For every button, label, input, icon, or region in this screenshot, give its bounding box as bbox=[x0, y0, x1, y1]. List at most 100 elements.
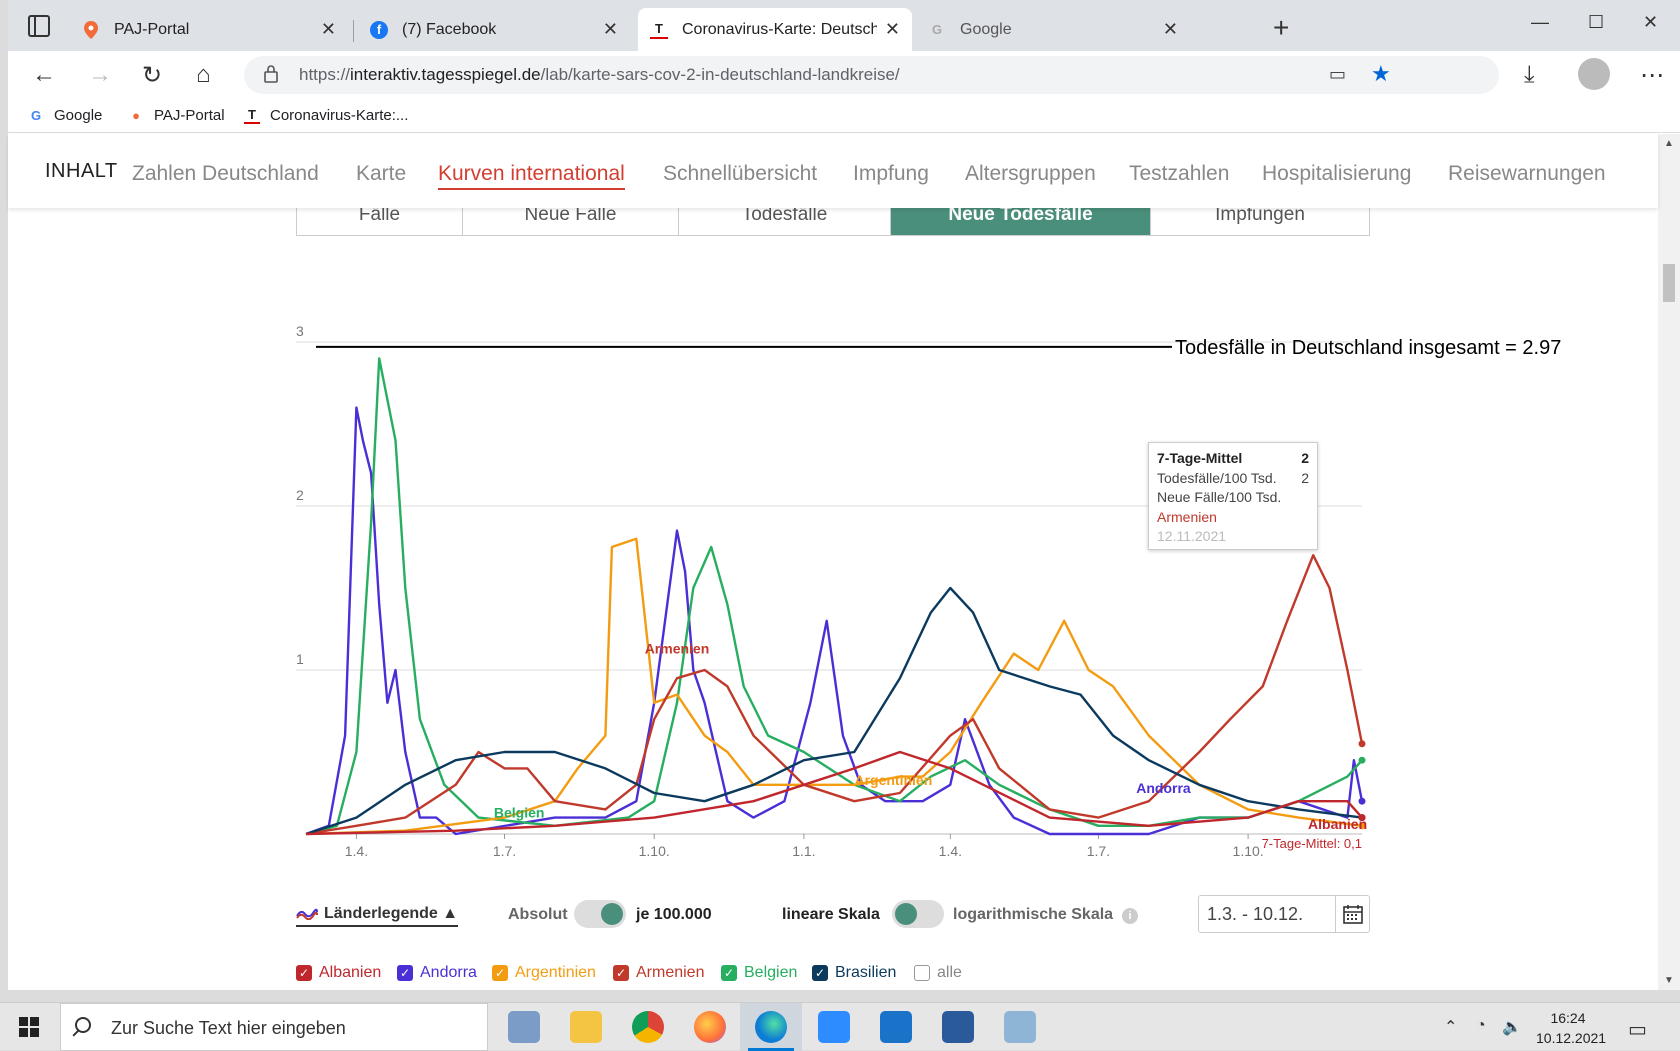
tab-paj-portal[interactable]: PAJ-Portal ✕ bbox=[70, 8, 348, 51]
tooltip-row1-value: 2 bbox=[1301, 469, 1309, 486]
firefox-icon[interactable] bbox=[694, 1011, 726, 1043]
close-icon[interactable]: ✕ bbox=[884, 19, 900, 39]
reload-icon[interactable]: ↻ bbox=[142, 62, 163, 89]
tagesspiegel-icon: T bbox=[650, 21, 668, 39]
tooltip-head-value: 2 bbox=[1301, 450, 1309, 466]
nav-testzahlen[interactable]: Testzahlen bbox=[1129, 162, 1230, 185]
per-capita-toggle[interactable] bbox=[574, 900, 626, 928]
scroll-down-icon[interactable]: ▼ bbox=[1664, 975, 1674, 986]
close-icon[interactable]: ✕ bbox=[320, 19, 336, 39]
bookmark-google[interactable]: G Google bbox=[28, 107, 102, 124]
tab-coronavirus-karte[interactable]: T Coronavirus-Karte: Deutschland ✕ bbox=[638, 8, 912, 51]
search-placeholder: Zur Suche Text hier eingeben bbox=[111, 1018, 346, 1038]
photos-icon[interactable] bbox=[942, 1011, 974, 1043]
google-icon: G bbox=[931, 22, 943, 37]
file-explorer-icon[interactable] bbox=[570, 1011, 602, 1043]
checkbox-label: Argentinien bbox=[515, 964, 596, 981]
absolute-label: Absolut bbox=[508, 906, 568, 923]
notifications-icon[interactable]: ▭ bbox=[1628, 1019, 1647, 1041]
nav-zahlen-deutschland[interactable]: Zahlen Deutschland bbox=[132, 162, 319, 185]
minimize-icon[interactable]: — bbox=[1531, 12, 1549, 32]
url-host: interaktiv.tagesspiegel.de bbox=[350, 65, 541, 84]
bookmark-coronavirus-karte[interactable]: T Coronavirus-Karte:... bbox=[244, 107, 408, 124]
checkbox-andorra[interactable]: ✓ Andorra bbox=[397, 964, 477, 982]
checkbox-check-icon: ✓ bbox=[721, 965, 737, 981]
volume-icon[interactable]: 🔈 bbox=[1502, 1019, 1522, 1036]
taskbar-search-input[interactable]: Zur Suche Text hier eingeben bbox=[60, 1003, 488, 1051]
back-icon[interactable]: ← bbox=[32, 61, 56, 88]
tab-google[interactable]: G Google ✕ bbox=[916, 8, 1190, 51]
checkbox-alle[interactable]: alle bbox=[914, 964, 962, 982]
close-icon[interactable]: ✕ bbox=[1162, 19, 1178, 39]
new-tab-icon[interactable]: + bbox=[1273, 12, 1290, 43]
checkbox-argentinien[interactable]: ✓ Argentinien bbox=[492, 964, 596, 982]
tab-strip: PAJ-Portal ✕ f (7) Facebook ✕ T Coronavi… bbox=[8, 0, 1680, 51]
nav-kurven-international[interactable]: Kurven international bbox=[438, 162, 625, 190]
maximize-icon[interactable]: ☐ bbox=[1588, 12, 1605, 32]
address-bar-row: ← → ↻ ⌂ https://interaktiv.tagesspiegel.… bbox=[8, 51, 1680, 99]
country-legend-toggle[interactable]: Länderlegende ▲ bbox=[296, 905, 459, 927]
chrome-icon[interactable] bbox=[632, 1011, 664, 1043]
scroll-thumb[interactable] bbox=[1663, 264, 1675, 302]
tooltip-country: Armenien bbox=[1157, 508, 1217, 525]
tab-title: PAJ-Portal bbox=[114, 20, 190, 38]
address-input[interactable]: https://interaktiv.tagesspiegel.de/lab/k… bbox=[244, 56, 1499, 94]
tagesspiegel-icon: T bbox=[244, 107, 260, 124]
tray-chevron-icon[interactable]: ⌃ bbox=[1444, 1019, 1458, 1036]
date-range-picker[interactable]: 1.3. - 10.12. bbox=[1198, 895, 1370, 933]
checkbox-brasilien[interactable]: ✓ Brasilien bbox=[812, 964, 896, 982]
nav-reisewarnungen[interactable]: Reisewarnungen bbox=[1448, 162, 1606, 185]
tab-facebook[interactable]: f (7) Facebook ✕ bbox=[358, 8, 630, 51]
nav-impfung[interactable]: Impfung bbox=[853, 162, 929, 185]
tooltip-row-cases: Neue Fälle/100 Tsd. bbox=[1157, 488, 1309, 508]
close-icon[interactable]: ✕ bbox=[602, 19, 618, 39]
favorite-star-icon[interactable]: ★ bbox=[1371, 61, 1391, 86]
bookmark-paj-portal[interactable]: ● PAJ-Portal bbox=[128, 107, 225, 124]
forward-icon[interactable]: → bbox=[88, 61, 112, 88]
info-icon[interactable]: i bbox=[1122, 908, 1138, 924]
tab-title: (7) Facebook bbox=[402, 20, 497, 38]
reader-view-icon[interactable]: ▭ bbox=[1329, 64, 1347, 84]
scale-toggle[interactable] bbox=[892, 900, 944, 928]
download-icon[interactable]: ⤓ bbox=[1524, 61, 1535, 88]
profile-avatar[interactable] bbox=[1578, 58, 1610, 90]
legend-toggle-label: Länderlegende ▲ bbox=[324, 905, 459, 922]
checkbox-check-icon: ✓ bbox=[296, 965, 312, 981]
windows-taskbar: Zur Suche Text hier eingeben ⌃ ◔ 🔈 16:24… bbox=[0, 1002, 1680, 1051]
calendar-icon[interactable] bbox=[1335, 896, 1369, 932]
subtab-todesfaelle[interactable]: Todesfälle bbox=[679, 194, 891, 235]
map-pin-icon: ● bbox=[132, 108, 140, 123]
mail-icon[interactable] bbox=[880, 1011, 912, 1043]
page-scrollbar[interactable]: ▲ ▼ bbox=[1658, 134, 1680, 990]
page-content: Fälle Neue Fälle Todesfälle Neue Todesfä… bbox=[8, 134, 1658, 990]
scroll-up-icon[interactable]: ▲ bbox=[1664, 138, 1674, 149]
nav-altersgruppen[interactable]: Altersgruppen bbox=[965, 162, 1096, 185]
tooltip-header: 7-Tage-Mittel 2 bbox=[1157, 449, 1309, 469]
taskbar-clock[interactable]: 16:24 10.12.2021 bbox=[1536, 1008, 1606, 1048]
nav-hospitalisierung[interactable]: Hospitalisierung bbox=[1262, 162, 1412, 185]
facebook-icon: f bbox=[370, 20, 388, 39]
zoom-icon[interactable] bbox=[818, 1011, 850, 1043]
subtab-impfungen[interactable]: Impfungen bbox=[1215, 203, 1305, 225]
tooltip-row1-label: Todesfälle/100 Tsd. bbox=[1157, 469, 1277, 486]
home-icon[interactable]: ⌂ bbox=[196, 61, 211, 88]
subtab-faelle[interactable]: Fälle bbox=[297, 194, 463, 235]
checkbox-armenien[interactable]: ✓ Armenien bbox=[613, 964, 704, 982]
checkbox-belgien[interactable]: ✓ Belgien bbox=[721, 964, 797, 982]
notepad-icon[interactable] bbox=[1004, 1011, 1036, 1043]
nav-schnelluebersicht[interactable]: Schnellübersicht bbox=[663, 162, 818, 185]
checkbox-albanien[interactable]: ✓ Albanien bbox=[296, 964, 381, 982]
taskview-app-icon[interactable] bbox=[508, 1011, 540, 1043]
nav-karte[interactable]: Karte bbox=[356, 162, 407, 185]
more-menu-icon[interactable]: ⋯ bbox=[1640, 62, 1664, 89]
bookmark-label: Google bbox=[54, 107, 103, 124]
tab-actions-icon[interactable] bbox=[28, 15, 50, 37]
subtab-neue-faelle[interactable]: Neue Fälle bbox=[463, 194, 679, 235]
wifi-icon[interactable]: ◔ bbox=[1476, 1017, 1486, 1034]
linear-scale-label: lineare Skala bbox=[782, 906, 880, 923]
window-close-icon[interactable]: ✕ bbox=[1643, 12, 1659, 32]
windows-start-icon[interactable] bbox=[19, 1017, 39, 1037]
url-path: /lab/karte-sars-cov-2-in-deutschland-lan… bbox=[540, 65, 900, 84]
checkbox-check-icon: ✓ bbox=[613, 965, 629, 981]
edge-icon[interactable] bbox=[755, 1011, 787, 1043]
